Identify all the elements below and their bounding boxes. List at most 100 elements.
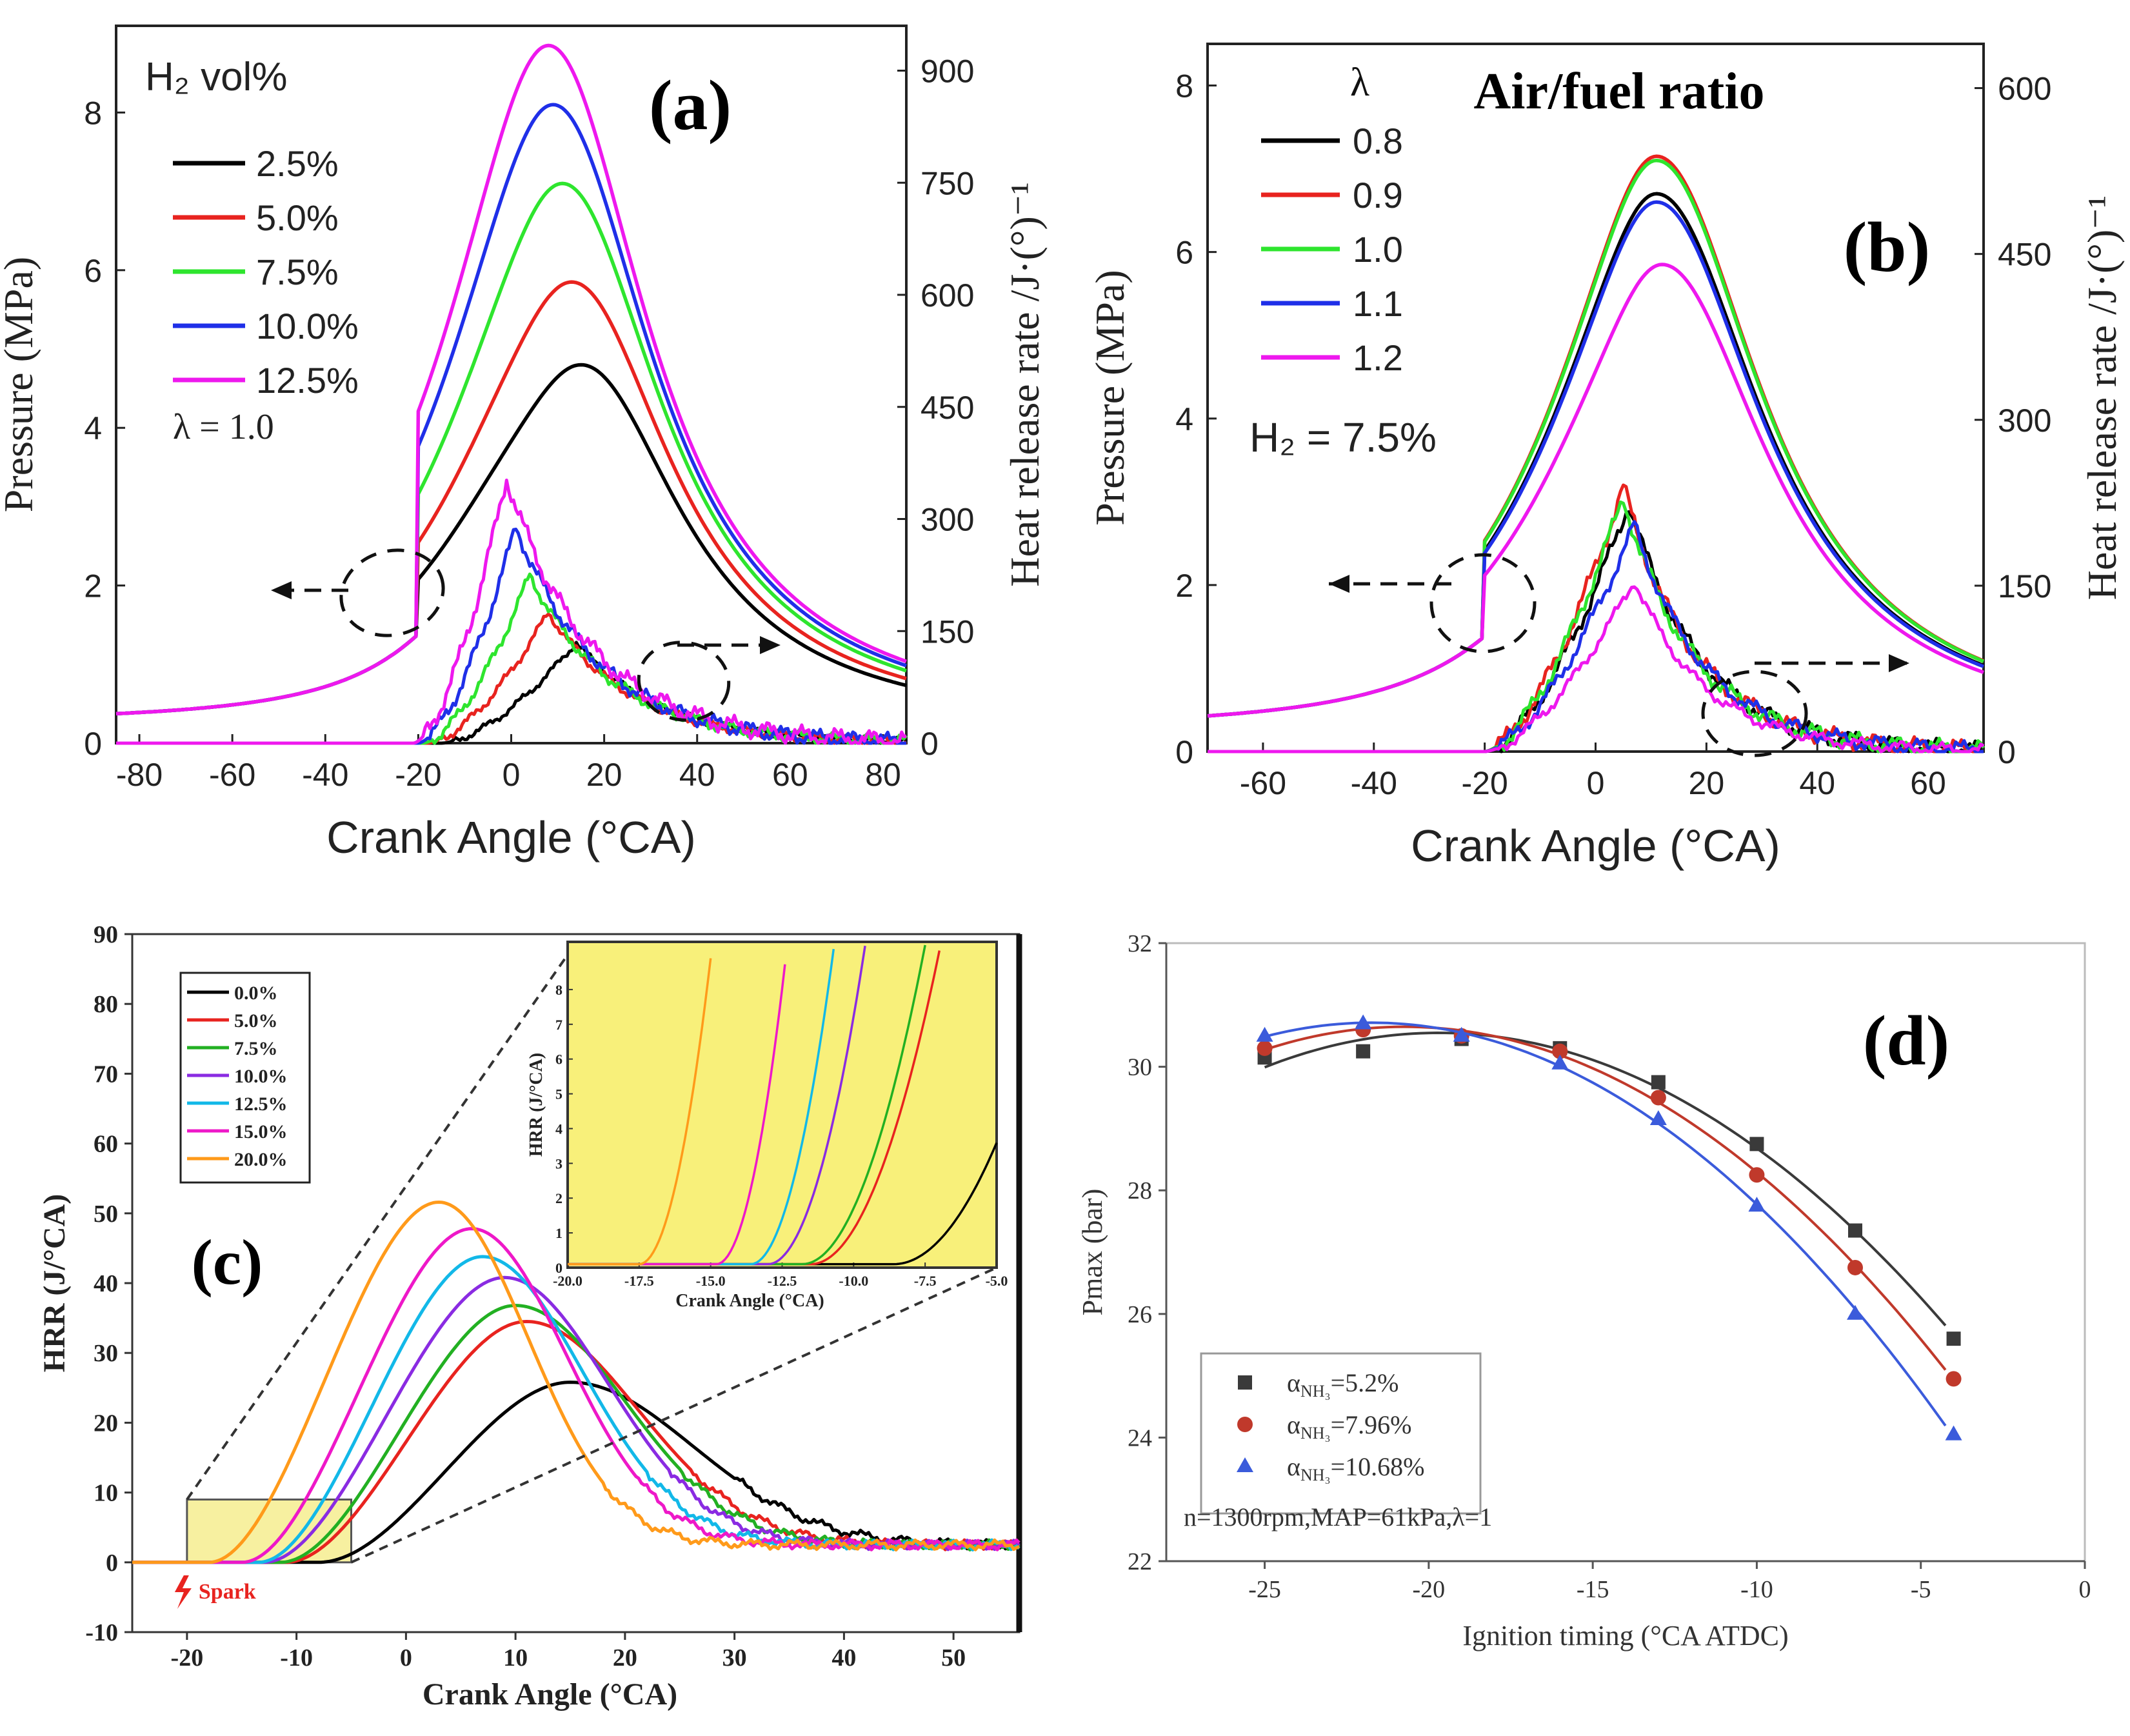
y-tick-label: -10 bbox=[85, 1619, 118, 1646]
hrr-curve-15.0% bbox=[132, 1227, 1020, 1564]
data-point-square bbox=[1749, 1137, 1764, 1152]
x-axis-label: Crank Angle (°CA) bbox=[423, 1677, 677, 1711]
y-right-tick-label: 0 bbox=[921, 726, 939, 762]
y-left-axis-label: Pressure (MPa) bbox=[1087, 270, 1133, 525]
y-axis-label: HRR (J/°CA) bbox=[37, 1194, 72, 1373]
inset-y-tick-label: 1 bbox=[555, 1225, 562, 1241]
dashed-ellipse bbox=[339, 548, 445, 637]
legend-b: λ 0.8 0.9 1.0 1.1 1.2 H₂ = 7.5% bbox=[1249, 61, 1437, 461]
data-point-triangle bbox=[1649, 1110, 1667, 1126]
chart-note: n=1300rpm,MAP=61kPa,λ=1 bbox=[1184, 1502, 1492, 1531]
spark-label: Spark bbox=[199, 1580, 256, 1604]
y-right-tick-label: 300 bbox=[1998, 403, 2051, 439]
legend-label: 10.0% bbox=[234, 1066, 288, 1087]
x-tick-label: -20 bbox=[395, 757, 441, 793]
zoom-connector bbox=[350, 1266, 997, 1564]
data-point-square bbox=[1356, 1044, 1371, 1059]
x-tick-label: -15 bbox=[1577, 1576, 1609, 1603]
inset-y-tick-label: 0 bbox=[555, 1260, 562, 1276]
x-axis-label: Crank Angle (°CA) bbox=[1411, 821, 1780, 871]
x-tick-label: 20 bbox=[586, 757, 622, 793]
pressure-curve-12.5% bbox=[115, 43, 907, 716]
y-right-tick-label: 750 bbox=[921, 165, 974, 201]
panel-a: -80 -60 -40 -20 0 20 40 60 800246801503004506007… bbox=[0, 25, 1048, 863]
legend-label: 5.0% bbox=[256, 197, 339, 238]
legend-marker bbox=[1237, 1417, 1253, 1432]
inset-x-tick-label: -5.0 bbox=[986, 1273, 1008, 1289]
y-right-tick-label: 600 bbox=[921, 277, 974, 314]
panel-label-c: (c) bbox=[192, 1226, 263, 1298]
x-tick-label: 0 bbox=[2079, 1576, 2091, 1603]
y-tick-label: 60 bbox=[94, 1131, 118, 1158]
legend-label: 0.8 bbox=[1353, 121, 1403, 161]
hrr-curve-20.0% bbox=[132, 1201, 1020, 1564]
legend-label: 12.5% bbox=[256, 360, 359, 401]
legend-d: αNH₃=5.2% αNH₃=7.96% αNH₃=10.68% bbox=[1200, 1352, 1482, 1515]
y-left-tick-label: 4 bbox=[84, 410, 102, 446]
arrow-head bbox=[271, 581, 292, 599]
inset-x-tick-label: -15.0 bbox=[696, 1273, 726, 1289]
legend-label: 2.5% bbox=[256, 143, 339, 184]
y-right-tick-label: 450 bbox=[1998, 237, 2051, 273]
fit-curve-1 bbox=[1264, 1025, 1947, 1371]
y-tick-label: 80 bbox=[94, 991, 118, 1018]
x-tick-label: 0 bbox=[1587, 765, 1605, 801]
panel-label-d: (d) bbox=[1863, 1001, 1949, 1080]
spark-icon bbox=[174, 1575, 192, 1609]
x-tick-label: -60 bbox=[1240, 765, 1286, 801]
x-tick-label: 40 bbox=[831, 1644, 856, 1671]
y-left-tick-label: 4 bbox=[1175, 401, 1193, 437]
y-tick-label: 26 bbox=[1128, 1301, 1152, 1328]
y-tick-label: 28 bbox=[1128, 1177, 1152, 1204]
y-tick-label: 10 bbox=[94, 1480, 118, 1507]
panel-b: -60 -40 -20 0 20 40 60024680150300450600Crank … bbox=[1087, 43, 2125, 871]
legend-note: H₂ = 7.5% bbox=[1249, 414, 1437, 461]
chart-title: Air/fuel ratio bbox=[1474, 63, 1765, 120]
x-tick-label: 60 bbox=[1910, 765, 1946, 801]
y-left-tick-label: 8 bbox=[84, 95, 102, 131]
arrow-head bbox=[760, 636, 781, 654]
x-tick-label: 0 bbox=[400, 1644, 412, 1671]
y-axis-label: Pmax (bar) bbox=[1077, 1189, 1108, 1316]
data-point-circle bbox=[1650, 1090, 1666, 1106]
legend-label: 12.5% bbox=[234, 1093, 288, 1115]
legend-marker bbox=[1237, 1457, 1253, 1472]
y-tick-label: 30 bbox=[94, 1340, 118, 1367]
inset-y-tick-label: 2 bbox=[555, 1190, 562, 1206]
x-tick-label: 0 bbox=[503, 757, 521, 793]
y-right-tick-label: 150 bbox=[921, 614, 974, 650]
hrr-curve-12.5% bbox=[116, 478, 907, 745]
inset-x-axis-label: Crank Angle (°CA) bbox=[675, 1291, 824, 1311]
inset-y-tick-label: 6 bbox=[555, 1052, 562, 1068]
data-point-square bbox=[1848, 1223, 1862, 1238]
legend-label: 0.9 bbox=[1353, 175, 1403, 215]
y-left-axis-label: Pressure (MPa) bbox=[0, 257, 41, 512]
legend-label: 7.5% bbox=[256, 252, 339, 292]
inset-y-axis-label: HRR (J/°CA) bbox=[526, 1053, 546, 1157]
x-tick-label: 80 bbox=[865, 757, 901, 793]
x-tick-label: -20 bbox=[1413, 1576, 1446, 1603]
hrr-curve-1.1 bbox=[1208, 520, 1984, 753]
legend-title: λ bbox=[1350, 61, 1369, 105]
legend-title: H₂ vol% bbox=[145, 55, 287, 99]
inset-y-tick-label: 3 bbox=[555, 1155, 562, 1172]
y-tick-label: 90 bbox=[94, 921, 118, 948]
data-point-circle bbox=[1847, 1259, 1863, 1275]
inset-y-tick-label: 5 bbox=[555, 1086, 562, 1102]
inset-x-tick-label: -17.5 bbox=[624, 1273, 654, 1289]
x-axis-label: Crank Angle (°CA) bbox=[326, 812, 696, 863]
pressure-curve-1.2 bbox=[1207, 263, 1984, 718]
dashed-ellipse bbox=[1701, 670, 1808, 757]
inset-y-tick-label: 4 bbox=[555, 1121, 562, 1137]
x-axis-label: Ignition timing (°CA ATDC) bbox=[1462, 1620, 1788, 1651]
y-tick-label: 24 bbox=[1128, 1424, 1152, 1452]
data-point-triangle bbox=[1945, 1425, 1962, 1441]
y-left-tick-label: 6 bbox=[84, 253, 102, 289]
legend-label: 1.2 bbox=[1353, 337, 1403, 378]
x-tick-label: 40 bbox=[679, 757, 715, 793]
data-point-circle bbox=[1749, 1167, 1765, 1183]
y-right-axis-label: Heat release rate /J·(°)⁻¹ bbox=[1002, 182, 1048, 587]
x-tick-label: 20 bbox=[1689, 765, 1725, 801]
legend-label: αNH₃=5.2% bbox=[1287, 1368, 1398, 1401]
x-tick-label: -5 bbox=[1911, 1576, 1931, 1603]
